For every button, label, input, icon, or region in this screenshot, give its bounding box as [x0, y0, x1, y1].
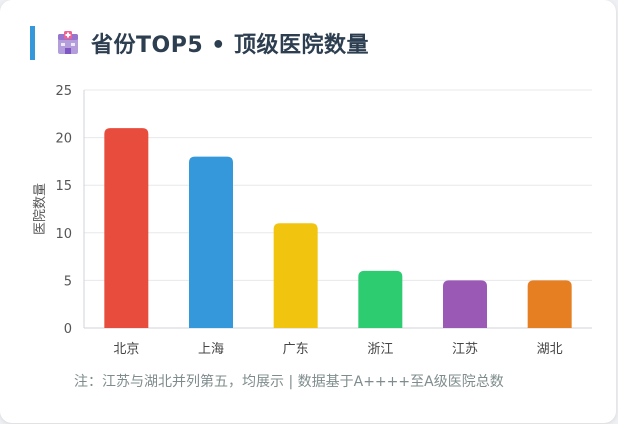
hospital-icon	[57, 31, 79, 55]
x-tick-label: 广东	[283, 342, 309, 357]
chart-title: 省份TOP5 • 顶级医院数量	[91, 33, 370, 58]
x-tick-label: 浙江	[367, 342, 393, 357]
bar-2	[189, 156, 233, 328]
bar-3	[273, 223, 318, 328]
y-tick-label: 0	[64, 322, 72, 337]
title-accent-bar	[30, 26, 35, 60]
bar-5	[443, 280, 487, 328]
y-tick-label: 20	[55, 132, 72, 147]
x-tick-label: 北京	[113, 342, 139, 357]
y-axis-label: 医院数量	[33, 183, 48, 235]
y-tick-label: 15	[55, 179, 72, 194]
y-tick-label: 5	[64, 274, 72, 289]
x-tick-label: 湖北	[537, 342, 563, 357]
bar-1	[104, 128, 149, 328]
chart-header: 省份TOP5 • 顶级医院数量	[30, 26, 369, 60]
bar-4	[358, 270, 403, 328]
y-tick-label: 10	[55, 227, 72, 242]
x-tick-label: 江苏	[452, 341, 478, 357]
bar-6	[527, 280, 572, 328]
footnote: 注：江苏与湖北并列第五，均展示 | 数据基于A++++至A级医院总数	[74, 374, 504, 390]
x-tick-label: 上海	[198, 342, 224, 357]
y-tick-label: 25	[55, 84, 72, 99]
